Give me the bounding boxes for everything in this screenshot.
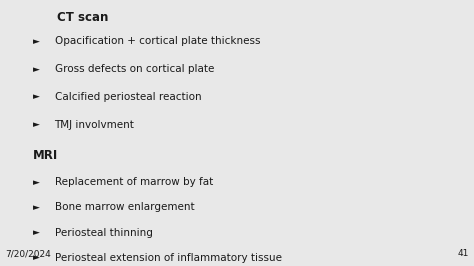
Text: ►: ► [33,203,40,212]
Text: 7/20/2024: 7/20/2024 [5,249,51,258]
Text: Bone marrow enlargement: Bone marrow enlargement [55,202,194,213]
Text: Calcified periosteal reaction: Calcified periosteal reaction [55,92,201,102]
Text: MRI: MRI [33,149,58,162]
Text: Gross defects on cortical plate: Gross defects on cortical plate [55,64,214,74]
Text: Periosteal thinning: Periosteal thinning [55,228,152,238]
Text: TMJ involvment: TMJ involvment [55,120,135,130]
Text: Opacification + cortical plate thickness: Opacification + cortical plate thickness [55,36,260,46]
Text: ►: ► [33,65,40,74]
Text: ►: ► [33,93,40,102]
Text: ►: ► [33,228,40,237]
Text: CT scan: CT scan [57,11,109,24]
Text: ►: ► [33,120,40,130]
Text: ►: ► [33,253,40,263]
Text: ►: ► [33,178,40,187]
Text: 41: 41 [458,249,469,258]
Text: ►: ► [33,37,40,46]
Text: Replacement of marrow by fat: Replacement of marrow by fat [55,177,213,187]
Text: Periosteal extension of inflammatory tissue: Periosteal extension of inflammatory tis… [55,253,282,263]
